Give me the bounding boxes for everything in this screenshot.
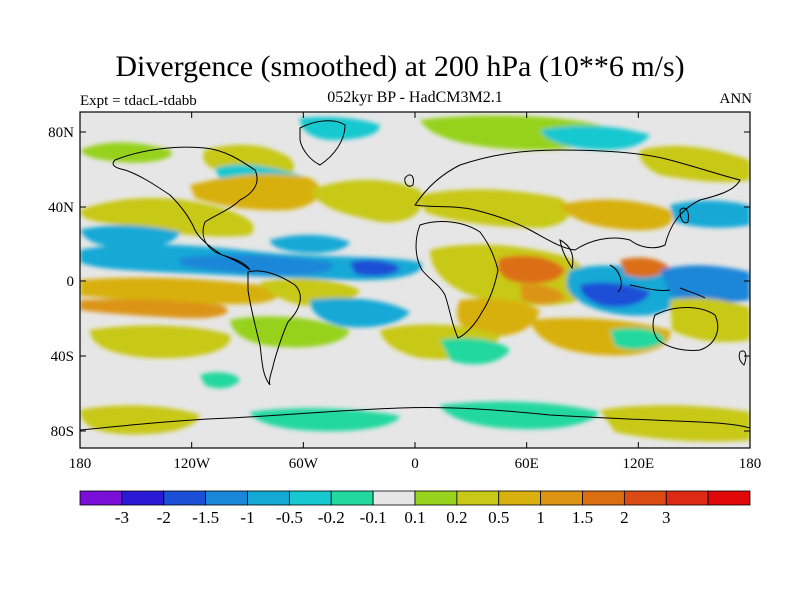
colorbar-swatch	[121, 490, 165, 506]
lat-tick-label: 80N	[48, 125, 74, 141]
axis-ticks: 80N 40N 0 40S 80S 180 120W 60W 0 60E 120E 180	[48, 112, 761, 472]
lon-tick-label: 0	[411, 456, 419, 472]
colorbar-label: 0.2	[446, 508, 467, 527]
colorbar-swatch	[498, 490, 542, 506]
lat-tick-label: 40S	[51, 349, 74, 365]
colorbar: -3 -2 -1.5 -1 -0.5 -0.2 -0.1 0.1 0.2 0.5 1 1.5 2 3	[79, 490, 751, 527]
colorbar-swatch	[456, 490, 500, 506]
field-shading	[80, 112, 750, 448]
colorbar-label: -0.1	[360, 508, 387, 527]
colorbar-label: -0.5	[276, 508, 303, 527]
colorbar-label: 0.1	[404, 508, 425, 527]
chart-title: Divergence (smoothed) at 200 hPa (10**6 …	[115, 50, 685, 83]
experiment-label: Expt = tdacL-tdabb	[80, 93, 197, 109]
lat-tick-label: 80S	[51, 424, 74, 440]
chart-subtitle: 052kyr BP - HadCM3M2.1	[327, 89, 503, 106]
colorbar-label: -2	[157, 508, 171, 527]
colorbar-swatch	[707, 490, 751, 506]
colorbar-label: 2	[620, 508, 629, 527]
lon-tick-label: 180	[739, 456, 762, 472]
colorbar-swatch	[623, 490, 667, 506]
colorbar-label: 1	[536, 508, 545, 527]
colorbar-swatch	[163, 490, 207, 506]
colorbar-label: 1.5	[572, 508, 593, 527]
colorbar-swatch	[665, 490, 709, 506]
lat-tick-label: 40N	[48, 200, 74, 216]
colorbar-swatch	[247, 490, 290, 506]
lat-tick-label: 0	[67, 274, 75, 290]
colorbar-label: -1.5	[192, 508, 219, 527]
colorbar-label: -3	[115, 508, 129, 527]
lon-tick-label: 120E	[622, 456, 654, 472]
coastlines	[80, 120, 750, 431]
lon-tick-label: 60W	[289, 456, 319, 472]
lon-tick-label: 60E	[515, 456, 539, 472]
colorbar-swatch	[205, 490, 248, 506]
colorbar-label: -1	[240, 508, 254, 527]
colorbar-swatch	[540, 490, 583, 506]
lon-tick-label: 180	[69, 456, 92, 472]
season-label: ANN	[719, 91, 753, 107]
colorbar-label: 0.5	[488, 508, 509, 527]
colorbar-swatch	[372, 490, 416, 506]
colorbar-swatch	[582, 490, 625, 506]
colorbar-swatch	[79, 490, 123, 506]
colorbar-label: -0.2	[318, 508, 345, 527]
colorbar-swatch	[414, 490, 458, 506]
colorbar-swatch	[330, 490, 374, 506]
lon-tick-label: 120W	[173, 456, 211, 472]
colorbar-label: 3	[662, 508, 671, 527]
colorbar-swatch	[288, 490, 332, 506]
